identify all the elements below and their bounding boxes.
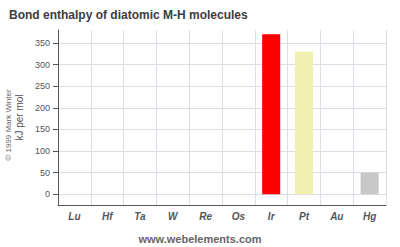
svg-text:50: 50 xyxy=(40,168,50,178)
svg-text:kJ per mol: kJ per mol xyxy=(14,94,25,140)
svg-text:350: 350 xyxy=(35,38,50,48)
svg-text:Pt: Pt xyxy=(299,211,310,222)
svg-text:Hf: Hf xyxy=(102,211,114,222)
svg-text:Hg: Hg xyxy=(363,211,376,222)
svg-text:0: 0 xyxy=(45,189,50,199)
svg-text:Lu: Lu xyxy=(68,211,80,222)
svg-text:www.webelements.com: www.webelements.com xyxy=(137,233,261,245)
svg-text:W: W xyxy=(168,211,179,222)
svg-text:250: 250 xyxy=(35,81,50,91)
svg-text:100: 100 xyxy=(35,146,50,156)
svg-text:150: 150 xyxy=(35,124,50,134)
svg-text:Au: Au xyxy=(329,211,343,222)
svg-text:Re: Re xyxy=(199,211,212,222)
svg-text:© 1999 Mark Winter: © 1999 Mark Winter xyxy=(4,89,13,161)
svg-text:300: 300 xyxy=(35,60,50,70)
svg-text:Ta: Ta xyxy=(134,211,146,222)
svg-text:Bond enthalpy of diatomic M-H: Bond enthalpy of diatomic M-H molecules xyxy=(9,8,248,22)
svg-text:Ir: Ir xyxy=(268,211,276,222)
svg-text:200: 200 xyxy=(35,103,50,113)
svg-text:Os: Os xyxy=(232,211,246,222)
